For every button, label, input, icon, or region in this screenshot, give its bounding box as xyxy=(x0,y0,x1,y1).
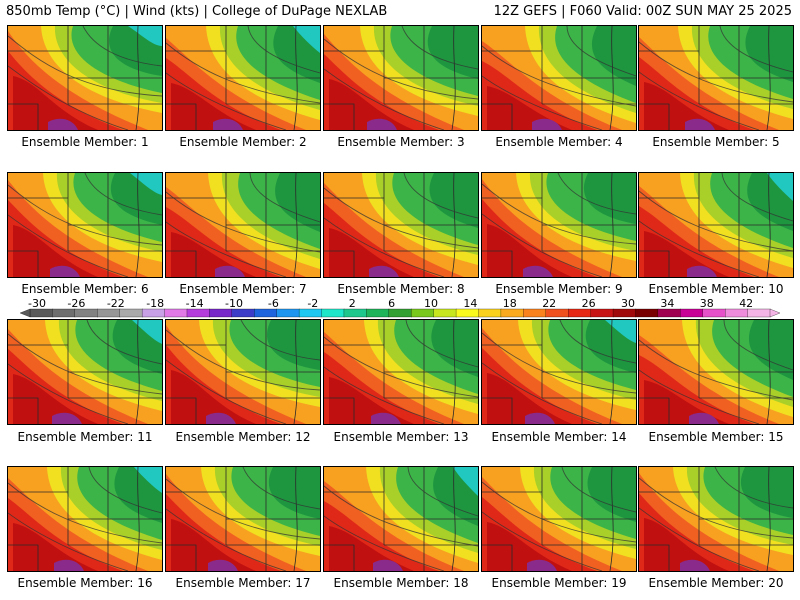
ensemble-member-map xyxy=(323,25,479,131)
ensemble-member-label: Ensemble Member: 5 xyxy=(652,135,780,149)
legend-tick-label: 22 xyxy=(542,297,557,310)
ensemble-member-map xyxy=(481,319,637,425)
ensemble-member-map xyxy=(7,172,163,278)
legend-color-segment xyxy=(523,308,547,318)
legend-arrow-right xyxy=(769,308,781,318)
legend-color-segment xyxy=(388,308,412,318)
ensemble-member-map xyxy=(481,25,637,131)
ensemble-member-map xyxy=(323,172,479,278)
legend-color-segment xyxy=(209,308,233,318)
legend-tick-label: 14 xyxy=(463,297,478,310)
legend-arrow-left xyxy=(19,308,31,318)
legend-color-segment xyxy=(455,308,480,318)
legend-tick-label: 2 xyxy=(348,297,356,310)
legend-tick-label: 42 xyxy=(739,297,754,310)
ensemble-member-map xyxy=(7,466,163,572)
ensemble-member-label: Ensemble Member: 4 xyxy=(495,135,623,149)
ensemble-member-map xyxy=(481,466,637,572)
ensemble-member-map xyxy=(323,319,479,425)
legend-color-segment xyxy=(276,308,300,318)
ensemble-member-label: Ensemble Member: 19 xyxy=(491,576,627,590)
legend-color-segment xyxy=(52,308,76,318)
legend-color-segment xyxy=(231,308,255,318)
legend-color-segment xyxy=(725,308,749,318)
legend-tick-label: 10 xyxy=(424,297,438,310)
ensemble-member-label: Ensemble Member: 6 xyxy=(21,282,149,296)
legend-color-segment xyxy=(254,308,278,318)
ensemble-member-label: Ensemble Member: 3 xyxy=(337,135,465,149)
legend-tick-label: -26 xyxy=(67,297,86,310)
model-run-info: 12Z GEFS | F060 Valid: 00Z SUN MAY 25 20… xyxy=(493,4,792,19)
ensemble-member-map xyxy=(638,172,794,278)
legend-color-segment xyxy=(433,308,457,318)
legend-color-segment xyxy=(186,308,211,318)
ensemble-member-label: Ensemble Member: 14 xyxy=(491,430,627,444)
ensemble-member-map xyxy=(638,25,794,131)
ensemble-member-map xyxy=(638,319,794,425)
legend-tick-label: 26 xyxy=(581,297,596,310)
ensemble-member-map xyxy=(165,172,321,278)
map-title: 850mb Temp (°C) | Wind (kts) | College o… xyxy=(6,4,388,19)
ensemble-member-map xyxy=(323,466,479,572)
ensemble-member-label: Ensemble Member: 16 xyxy=(17,576,153,590)
ensemble-member-label: Ensemble Member: 18 xyxy=(333,576,469,590)
ensemble-member-label: Ensemble Member: 12 xyxy=(175,430,311,444)
ensemble-member-label: Ensemble Member: 8 xyxy=(337,282,465,296)
legend-tick-label: 34 xyxy=(660,297,675,310)
legend-color-segment xyxy=(411,308,435,318)
legend-color-segment xyxy=(590,308,614,318)
legend-tick-label: -2 xyxy=(307,297,319,310)
legend-color-segment xyxy=(119,308,143,318)
ensemble-member-label: Ensemble Member: 11 xyxy=(17,430,153,444)
ensemble-member-label: Ensemble Member: 2 xyxy=(179,135,307,149)
legend-color-segment xyxy=(568,308,592,318)
legend-tick-label: 18 xyxy=(502,297,517,310)
legend-color-segment xyxy=(545,308,569,318)
ensemble-member-label: Ensemble Member: 9 xyxy=(495,282,623,296)
temperature-color-legend xyxy=(19,308,781,318)
legend-color-segment xyxy=(702,308,726,318)
ensemble-member-label: Ensemble Member: 20 xyxy=(648,576,784,590)
legend-color-segment xyxy=(657,308,681,318)
legend-color-segment xyxy=(500,308,524,318)
legend-tick-label: -14 xyxy=(185,297,204,310)
legend-tick-label: 6 xyxy=(388,297,396,310)
legend-tick-label: -10 xyxy=(225,297,243,310)
ensemble-member-map xyxy=(638,466,794,572)
ensemble-member-label: Ensemble Member: 1 xyxy=(21,135,149,149)
ensemble-member-map xyxy=(481,172,637,278)
legend-tick-label: -6 xyxy=(267,297,279,310)
legend-color-segment xyxy=(141,308,166,318)
ensemble-member-map xyxy=(7,25,163,131)
legend-color-segment xyxy=(343,308,368,318)
legend-color-segment xyxy=(298,308,323,318)
legend-color-segment xyxy=(635,308,659,318)
ensemble-member-label: Ensemble Member: 10 xyxy=(648,282,784,296)
ensemble-member-map xyxy=(165,319,321,425)
ensemble-member-map xyxy=(165,25,321,131)
legend-color-segment xyxy=(366,308,390,318)
legend-color-segment xyxy=(74,308,98,318)
legend-color-segment xyxy=(164,308,188,318)
ensemble-member-map xyxy=(7,319,163,425)
legend-tick-label: 38 xyxy=(699,297,714,310)
ensemble-member-map xyxy=(165,466,321,572)
legend-tick-label: -22 xyxy=(106,297,125,310)
ensemble-member-label: Ensemble Member: 17 xyxy=(175,576,311,590)
legend-color-segment xyxy=(478,308,502,318)
ensemble-member-label: Ensemble Member: 13 xyxy=(333,430,469,444)
legend-color-segment xyxy=(29,308,54,318)
ensemble-member-label: Ensemble Member: 7 xyxy=(179,282,307,296)
legend-tick-label: 30 xyxy=(621,297,635,310)
legend-color-segment xyxy=(612,308,637,318)
legend-color-segment xyxy=(680,308,704,318)
legend-color-segment xyxy=(321,308,345,318)
ensemble-member-label: Ensemble Member: 15 xyxy=(648,430,784,444)
legend-color-segment xyxy=(97,308,121,318)
legend-tick-label: -30 xyxy=(28,297,46,310)
legend-color-segment xyxy=(747,308,771,318)
legend-tick-label: -18 xyxy=(146,297,165,310)
